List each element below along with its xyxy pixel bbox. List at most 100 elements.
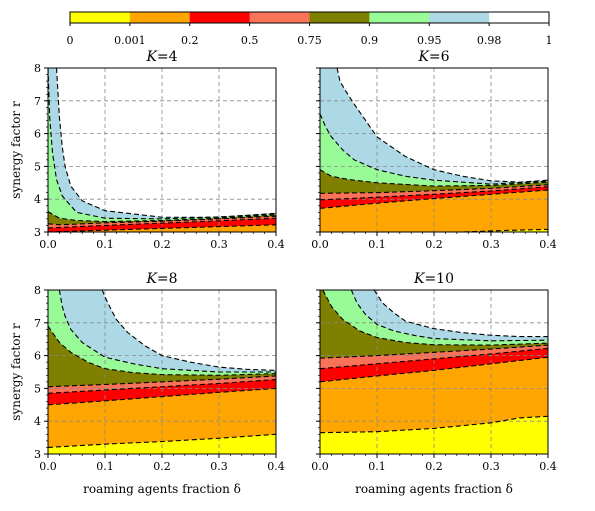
panel-k4: K=4 0.0 0.1 0.2 0.3 0.4 3 4 5 6 7 8 synergy factor r xyxy=(9,49,285,251)
x-tick-label: 0.3 xyxy=(210,238,228,251)
contour-line-0.001 xyxy=(320,228,548,232)
panel-title-eq: =8 xyxy=(157,271,178,287)
contour-line-0.001 xyxy=(48,433,276,448)
panel-k6: K=6 0.0 0.1 0.2 0.3 0.4 xyxy=(311,49,557,251)
colorbar-segment xyxy=(489,12,550,23)
panel-title-eq: =4 xyxy=(157,49,178,65)
contour-line-0.5 xyxy=(320,186,548,201)
contour-line-0.5 xyxy=(48,378,276,394)
y-tick-label: 7 xyxy=(34,95,41,108)
y-tick-label: 8 xyxy=(34,62,41,75)
x-tick-label: 0.4 xyxy=(267,238,285,251)
x-tick-label: 0.2 xyxy=(425,460,443,473)
x-tick-label: 0.1 xyxy=(368,238,386,251)
contour-line-0.75 xyxy=(48,215,276,226)
contour-line-0.98 xyxy=(336,68,548,183)
contour-line-0.95 xyxy=(320,113,548,185)
x-axis-label: roaming agents fraction δ xyxy=(355,482,513,496)
x-tick-label: 0.0 xyxy=(311,460,329,473)
panel-title: K=10 xyxy=(413,271,454,287)
colorbar-tick-label: 0.95 xyxy=(417,34,442,47)
colorbar-tick-label: 0.001 xyxy=(114,34,146,47)
contour-line-0.9 xyxy=(48,211,276,223)
panel-title-var: K xyxy=(417,49,430,65)
contour-line-0.95 xyxy=(350,290,548,342)
y-tick-label: 5 xyxy=(34,382,41,395)
y-axis-label: synergy factor r xyxy=(9,101,23,199)
panel-title: K=6 xyxy=(417,49,449,65)
panel-title-var: K xyxy=(145,271,158,287)
contour-line-0.2 xyxy=(320,356,548,383)
y-tick-label: 8 xyxy=(34,284,41,297)
colorbar-segment xyxy=(309,12,370,23)
colorbar-segment xyxy=(189,12,250,23)
colorbar: 0 0.001 0.2 0.5 0.75 0.9 0.95 0.98 1 xyxy=(67,11,553,47)
contour-line-0.95 xyxy=(48,68,276,220)
panel-k8: K=8 0.0 0.1 0.2 0.3 0.4 3 4 5 6 7 8 synergy factor r… xyxy=(9,271,285,496)
colorbar-tick-label: 0 xyxy=(67,34,74,47)
contour-line-0.75 xyxy=(320,344,548,359)
x-tick-label: 0.1 xyxy=(368,460,386,473)
contour-line-0.75 xyxy=(48,375,276,388)
x-tick-label: 0.4 xyxy=(539,238,557,251)
x-tick-label: 0.3 xyxy=(210,460,228,473)
contour-line-0.2 xyxy=(48,224,276,232)
panel-title: K=4 xyxy=(145,49,177,65)
x-axis-label: roaming agents fraction δ xyxy=(83,482,241,496)
colorbar-tick-label: 0.5 xyxy=(241,34,259,47)
colorbar-tick-label: 0.2 xyxy=(181,34,199,47)
contour-line-0.75 xyxy=(320,184,548,194)
x-tick-label: 0.2 xyxy=(153,238,171,251)
region-above-0.98 xyxy=(102,290,276,371)
x-tick-label: 0.4 xyxy=(267,460,285,473)
colorbar-segment xyxy=(70,12,131,23)
x-tick-label: 0.4 xyxy=(539,460,557,473)
contour-line-0.9 xyxy=(48,325,276,376)
plot-area xyxy=(48,290,276,454)
region-above-0.98 xyxy=(337,68,548,183)
x-tick-label: 0.1 xyxy=(96,238,114,251)
plot-area xyxy=(320,68,548,232)
y-tick-label: 6 xyxy=(34,350,41,363)
colorbar-segment xyxy=(129,12,191,23)
x-tick-label: 0.0 xyxy=(39,238,57,251)
contour-line-0.9 xyxy=(322,290,548,346)
contour-line-0.2 xyxy=(320,189,548,209)
contour-line-0.98 xyxy=(373,290,548,338)
region-above-0.98 xyxy=(374,290,548,337)
contour-line-0.98 xyxy=(56,68,276,218)
y-tick-label: 6 xyxy=(34,128,41,141)
colorbar-segment xyxy=(249,12,310,23)
x-tick-label: 0.1 xyxy=(96,460,114,473)
panel-title-var: K xyxy=(413,271,426,287)
contour-line-0.9 xyxy=(320,169,548,187)
colorbar-tick-label: 0.98 xyxy=(477,34,502,47)
y-tick-label: 5 xyxy=(34,160,41,173)
contour-line-0.2 xyxy=(48,387,276,406)
y-tick-label: 7 xyxy=(34,317,41,330)
x-tick-label: 0.3 xyxy=(482,460,500,473)
plot-area xyxy=(48,68,276,232)
colorbar-tick-label: 0.75 xyxy=(297,34,322,47)
colorbar-tick-label: 0.9 xyxy=(361,34,379,47)
y-axis-label: synergy factor r xyxy=(9,323,23,421)
x-tick-label: 0.0 xyxy=(311,238,329,251)
x-tick-label: 0.3 xyxy=(482,238,500,251)
contour-line-0.5 xyxy=(320,347,548,370)
contour-line-0.5 xyxy=(48,217,276,229)
x-tick-label: 0.2 xyxy=(425,238,443,251)
y-tick-label: 4 xyxy=(34,415,41,428)
panel-title-eq: =10 xyxy=(424,271,454,287)
panel-title-eq: =6 xyxy=(429,49,450,65)
colorbar-segment xyxy=(369,12,430,23)
plot-area xyxy=(320,290,548,454)
contour-line-0.95 xyxy=(58,290,276,373)
x-tick-label: 0.2 xyxy=(153,460,171,473)
panel-title-var: K xyxy=(145,49,158,65)
y-tick-label: 3 xyxy=(34,448,41,461)
colorbar-segment xyxy=(429,12,490,23)
region-above-0.98 xyxy=(56,68,276,218)
panel-k10: K=10 0.0 0.1 0.2 0.3 0.4 roaming agents fracti… xyxy=(311,271,557,496)
